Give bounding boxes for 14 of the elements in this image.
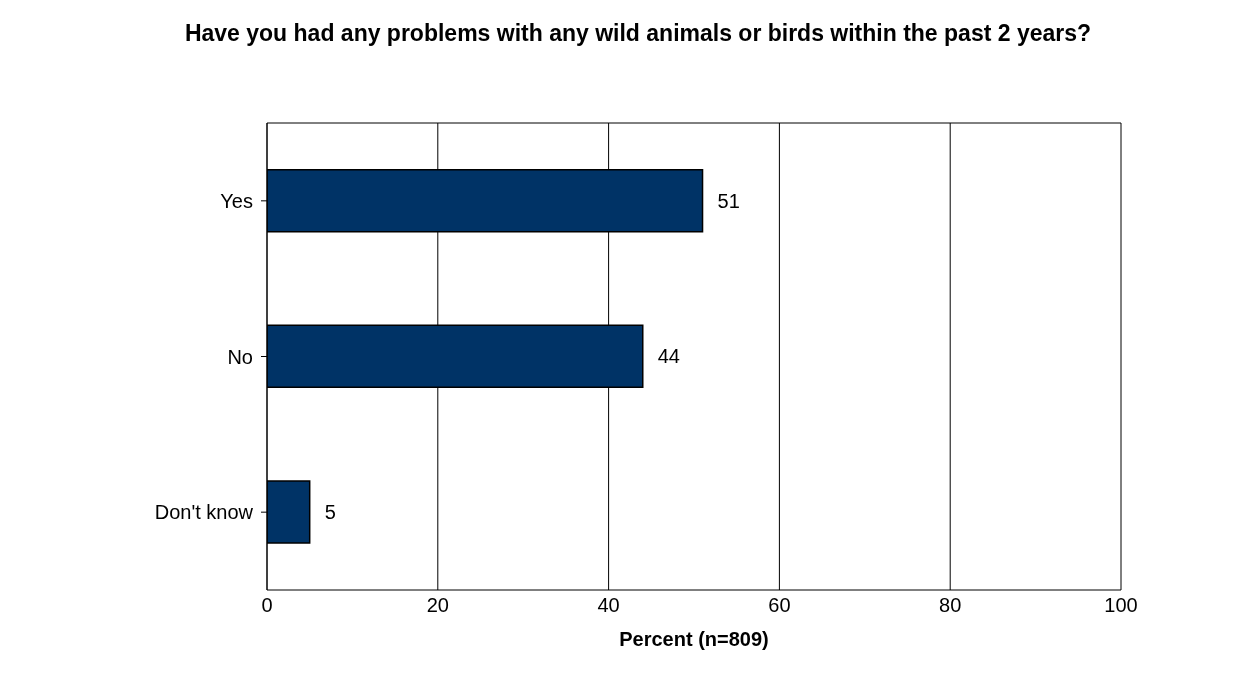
data-label: 51 — [717, 189, 740, 212]
x-tick-label: 80 — [939, 594, 962, 617]
chart-title: Have you had any problems with any wild animals or birds within the past 2 years? — [183, 19, 1093, 48]
x-axis-title: Percent (n=809) — [619, 628, 769, 650]
x-tick-label: 0 — [261, 594, 273, 617]
x-tick-label: 20 — [426, 594, 449, 617]
x-tick-label: 40 — [597, 594, 620, 617]
y-tick-label: Yes — [220, 189, 253, 212]
x-tick-label: 60 — [768, 594, 791, 617]
y-tick-label: No — [227, 345, 253, 368]
data-label: 44 — [657, 345, 681, 368]
x-tick-label: 100 — [1104, 594, 1138, 617]
data-label: 5 — [324, 501, 336, 524]
y-tick-label: Don't know — [154, 501, 254, 524]
